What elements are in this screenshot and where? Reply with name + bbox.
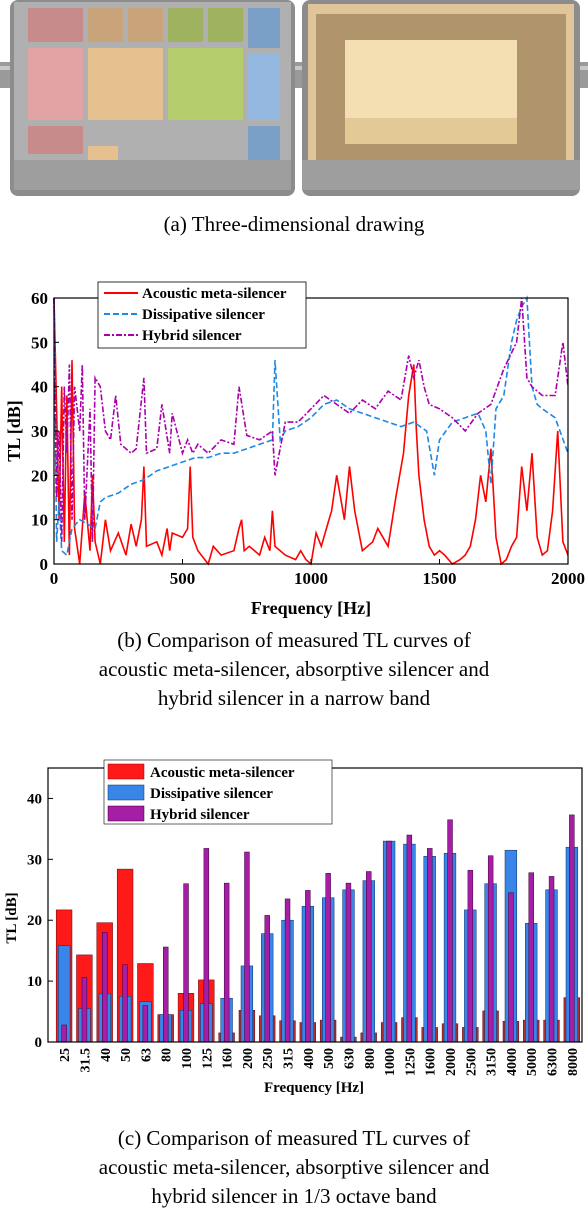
bar-hybrid: [122, 964, 128, 1043]
bar-hybrid: [223, 882, 230, 1043]
caption-c-line: hybrid silencer in 1/3 octave band: [151, 1184, 437, 1208]
x-tick-label: 1600: [424, 1048, 439, 1076]
legend-swatch-dissipative: [107, 784, 145, 801]
bar-hybrid: [142, 1005, 149, 1043]
narrow-band-chart: 0 500 1000 1500 2000 0 10 20 30 40 50 60 Frequency …: [4, 281, 585, 618]
x-tick-label: 50: [119, 1048, 134, 1062]
x-tick-label: 200: [241, 1048, 256, 1069]
y-tick-label: 40: [31, 378, 48, 397]
bar-hybrid: [386, 840, 392, 1043]
bar-hybrid: [102, 932, 108, 1043]
y-axis-label: TL [dB]: [4, 400, 24, 462]
x-axis-label: Frequency [Hz]: [251, 598, 371, 618]
x-axis-label: Frequency [Hz]: [264, 1080, 364, 1096]
caption-c-line: (c) Comparison of measured TL curves of: [117, 1126, 471, 1150]
caption-b-line: (b) Comparison of measured TL curves of: [117, 628, 471, 652]
x-tick-label: 500: [322, 1048, 337, 1069]
caption-a: (a) Three-dimensional drawing: [163, 212, 425, 236]
bar-hybrid: [203, 848, 210, 1043]
y-tick-label: 20: [27, 913, 42, 929]
x-tick-label: 0: [50, 569, 59, 588]
x-tick-label: 1250: [403, 1048, 418, 1076]
x-tick-label: 4000: [505, 1048, 520, 1076]
bar-hybrid: [406, 834, 413, 1043]
bar-hybrid: [244, 851, 250, 1043]
bar-hybrid: [284, 898, 291, 1043]
x-tick-label: 31.5: [79, 1048, 94, 1073]
legend-swatch-hybrid: [107, 805, 145, 822]
x-tick-label: 400: [302, 1048, 317, 1069]
y-tick-label: 30: [27, 852, 42, 868]
bar-hybrid: [508, 892, 514, 1043]
x-tick-label: 80: [160, 1048, 175, 1062]
legend-entry-dissipative: Dissipative silencer: [142, 307, 265, 323]
x-tick-label: 1000: [383, 1048, 398, 1076]
caption-c: (c) Comparison of measured TL curves of …: [0, 1124, 588, 1211]
bar-hybrid: [548, 876, 555, 1043]
bar-hybrid: [447, 819, 453, 1043]
caption-b-line: acoustic meta-silencer, absorptive silen…: [98, 657, 490, 681]
x-tick-label: 250: [261, 1048, 276, 1069]
legend-entry-meta: Acoustic meta-silencer: [150, 765, 295, 781]
y-tick-label: 20: [31, 466, 48, 485]
y-axis-label: TL [dB]: [4, 892, 20, 943]
series-line-meta: [53, 297, 569, 566]
x-tick-label: 1500: [423, 569, 457, 588]
x-tick-label: 2500: [464, 1048, 479, 1076]
bar-hybrid: [305, 890, 311, 1043]
bar-hybrid: [345, 882, 352, 1043]
bar-hybrid: [427, 848, 433, 1043]
three-dimensional-drawing: [0, 0, 588, 200]
caption-c-line: acoustic meta-silencer, absorptive silen…: [98, 1155, 490, 1179]
y-tick-label: 40: [27, 791, 42, 807]
bar-hybrid: [163, 946, 169, 1043]
bar-hybrid: [487, 855, 494, 1043]
series-line-dissipative: [53, 295, 569, 557]
x-tick-label: 3150: [485, 1048, 500, 1076]
bar-hybrid: [183, 883, 189, 1043]
bar-hybrid: [325, 873, 331, 1043]
bar-hybrid: [61, 1024, 67, 1043]
y-tick-label: 10: [31, 511, 48, 530]
octave-band-chart: 25 31.5 40 50 63 80 100 125 160 200 250 315 400 500 63…: [4, 759, 583, 1096]
x-tick-label: 2000: [444, 1048, 459, 1076]
x-tick-label: 40: [99, 1048, 114, 1062]
x-tick-label: 25: [58, 1048, 73, 1062]
caption-b-line: hybrid silencer in a narrow band: [157, 686, 431, 710]
legend-entry-hybrid: Hybrid silencer: [142, 328, 242, 344]
x-tick-label: 63: [139, 1048, 154, 1062]
x-tick-label: 630: [343, 1048, 358, 1069]
legend: Acoustic meta-silencer Dissipative silen…: [97, 281, 307, 349]
legend-entry-meta: Acoustic meta-silencer: [142, 286, 287, 302]
legend-swatch-meta: [107, 763, 145, 780]
bar-hybrid: [366, 871, 372, 1043]
x-tick-label: 100: [180, 1048, 195, 1069]
y-tick-label: 50: [31, 333, 48, 352]
x-tick-label: 1000: [294, 569, 328, 588]
x-tick-label: 125: [200, 1048, 215, 1069]
legend-entry-dissipative: Dissipative silencer: [150, 786, 273, 802]
caption-b: (b) Comparison of measured TL curves of …: [0, 626, 588, 713]
bar-hybrid: [264, 915, 270, 1043]
x-tick-label: 2000: [551, 569, 585, 588]
series-line-hybrid: [53, 297, 569, 542]
y-tick-label: 60: [31, 289, 48, 308]
bar-hybrid: [569, 814, 575, 1043]
y-tick-label: 0: [35, 1035, 43, 1051]
bar-hybrid: [528, 872, 534, 1043]
bar-hybrid: [467, 870, 474, 1043]
x-tick-label: 6300: [546, 1048, 561, 1076]
x-tick-label: 800: [363, 1048, 378, 1069]
legend: Acoustic meta-silencer Dissipative silen…: [103, 759, 333, 825]
x-tick-label: 5000: [525, 1048, 540, 1076]
y-tick-label: 0: [40, 555, 49, 574]
x-tick-label: 315: [282, 1048, 297, 1069]
y-tick-label: 30: [31, 422, 48, 441]
legend-entry-hybrid: Hybrid silencer: [150, 807, 250, 823]
y-tick-label: 10: [27, 974, 42, 990]
x-tick-label: 8000: [566, 1048, 581, 1076]
x-tick-label: 500: [170, 569, 196, 588]
bar-hybrid: [81, 977, 88, 1043]
x-tick-label: 160: [221, 1048, 236, 1069]
